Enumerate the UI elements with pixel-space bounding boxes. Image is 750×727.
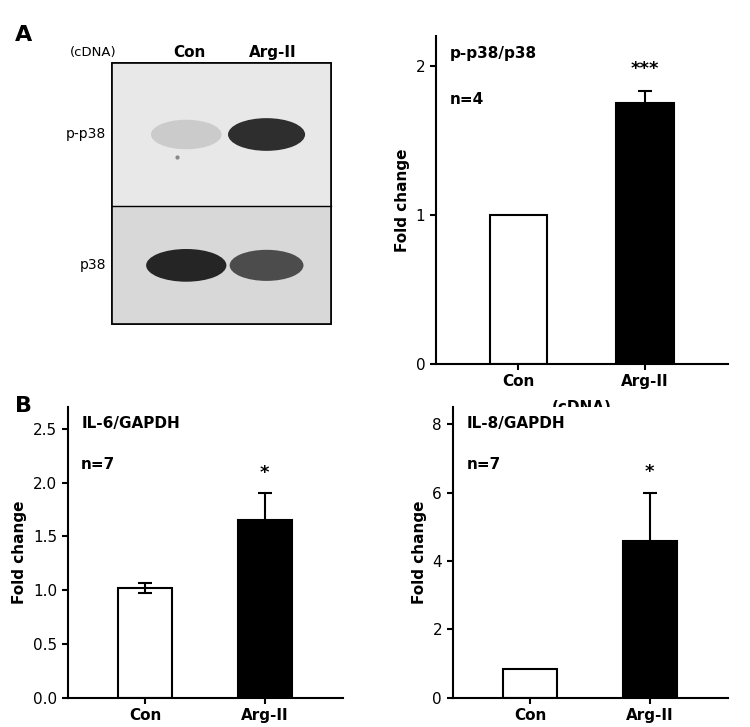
Text: Con: Con <box>173 45 206 60</box>
Text: ***: *** <box>631 60 659 79</box>
Bar <box>490 214 547 364</box>
Ellipse shape <box>228 119 305 150</box>
Bar <box>238 521 292 698</box>
Text: *: * <box>260 464 269 482</box>
Ellipse shape <box>151 120 221 149</box>
Ellipse shape <box>230 250 304 281</box>
Y-axis label: Fold change: Fold change <box>412 501 427 604</box>
Bar <box>118 588 172 698</box>
Bar <box>623 541 676 698</box>
Text: IL-6/GAPDH: IL-6/GAPDH <box>81 416 180 431</box>
X-axis label: (cDNA): (cDNA) <box>551 400 611 415</box>
Text: n=7: n=7 <box>466 457 500 472</box>
Text: n=7: n=7 <box>81 457 116 472</box>
FancyBboxPatch shape <box>112 63 331 324</box>
Y-axis label: Fold change: Fold change <box>395 148 410 252</box>
Bar <box>616 103 674 363</box>
Text: p-p38/p38: p-p38/p38 <box>450 47 537 61</box>
Text: A: A <box>15 25 32 46</box>
FancyBboxPatch shape <box>112 206 331 324</box>
FancyBboxPatch shape <box>112 63 331 206</box>
Text: p-p38: p-p38 <box>66 127 106 142</box>
Bar <box>503 669 557 698</box>
Y-axis label: Fold change: Fold change <box>13 501 28 604</box>
Text: (cDNA): (cDNA) <box>70 47 116 59</box>
Text: n=4: n=4 <box>450 92 484 107</box>
Text: *: * <box>645 463 655 481</box>
Text: p38: p38 <box>80 258 106 273</box>
Text: Arg-II: Arg-II <box>249 45 297 60</box>
Text: IL-8/GAPDH: IL-8/GAPDH <box>466 416 565 431</box>
Ellipse shape <box>146 249 226 282</box>
Text: B: B <box>15 396 32 417</box>
